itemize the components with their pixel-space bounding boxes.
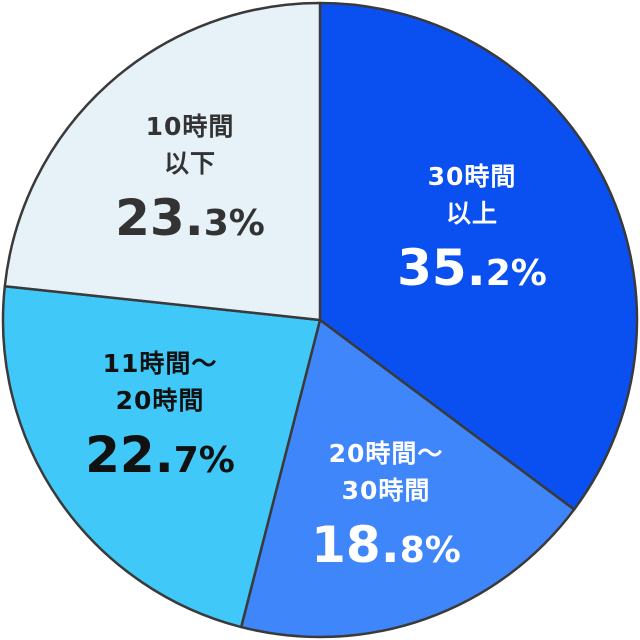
slice-label-line: 20時間〜 [329,439,444,468]
slice-value: 22.7% [85,426,235,484]
slice-label-line: 30時間 [428,162,517,191]
slice-value: 35.2% [397,239,547,297]
slice-label-20-30: 20時間〜 30時間 18.8% [311,439,461,574]
slice-label-line: 以上 [446,199,498,228]
slice-label-line: 30時間 [342,476,431,505]
pie-labels: 30時間以上35.2%20時間〜30時間18.8%11時間〜20時間22.7%1… [85,112,547,574]
pie-slice-20-30 [239,318,576,639]
pie-slice-under-10 [3,1,322,322]
slice-value: 23.3% [115,189,265,247]
slice-label-line: 11時間〜 [103,349,218,378]
slice-label-line: 20時間 [116,386,205,415]
slice-label-line: 以下 [164,149,216,178]
pie-slice-11-20 [1,284,322,629]
slice-value: 18.8% [311,516,461,574]
slice-label-line: 10時間 [146,112,235,141]
slice-label-11-20: 11時間〜 20時間 22.7% [85,349,235,484]
pie-slice-over-30 [318,1,639,511]
